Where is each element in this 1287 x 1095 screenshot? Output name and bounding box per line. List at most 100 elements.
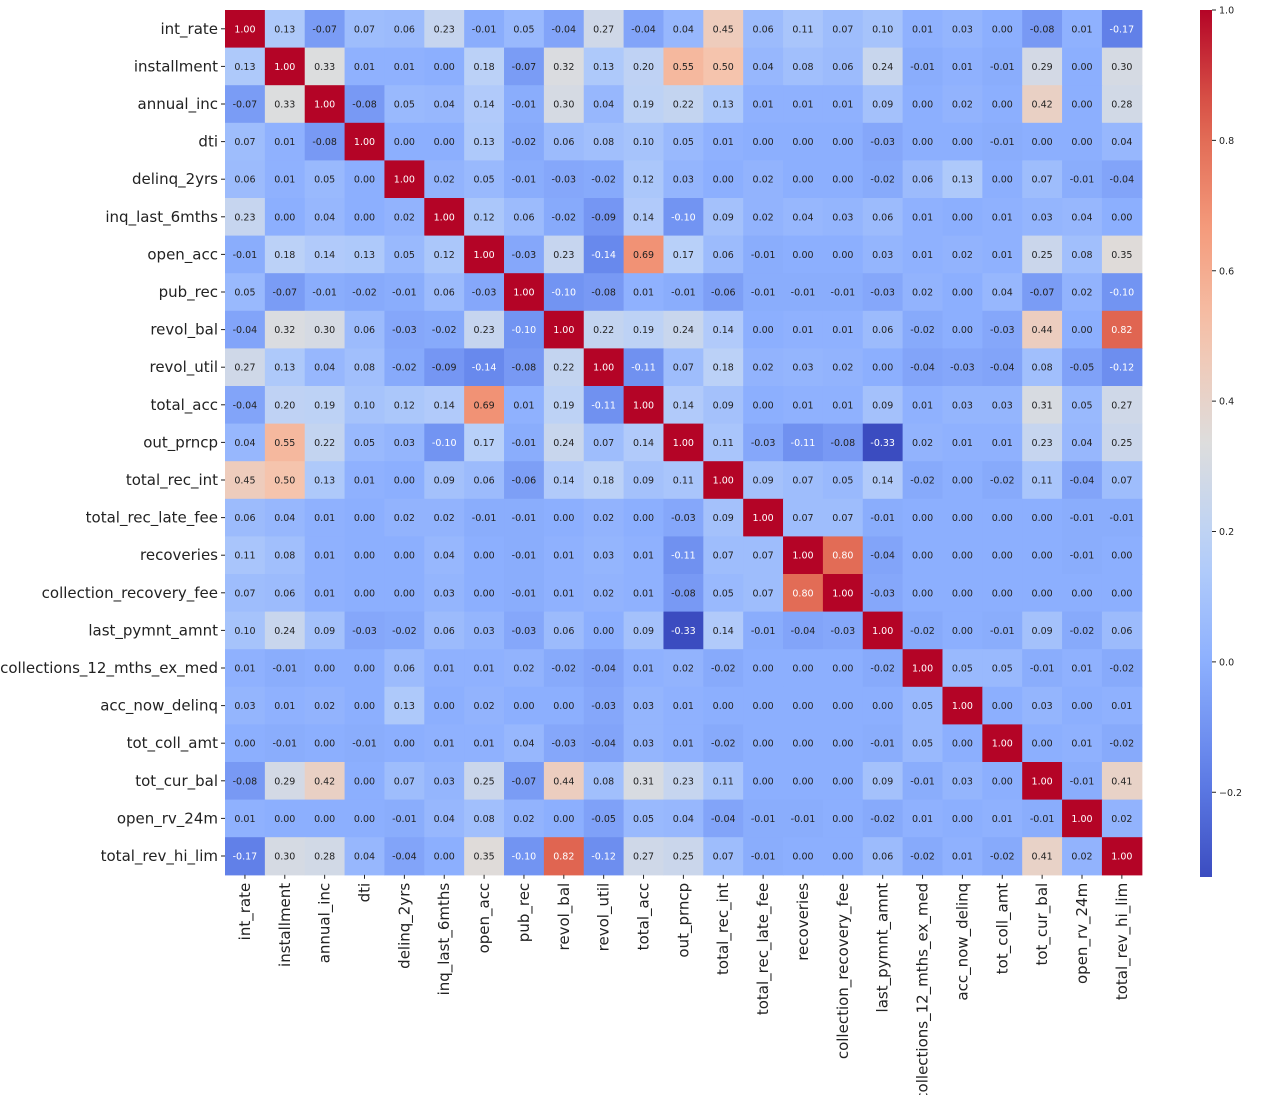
- heatmap-cell-value: 0.18: [593, 476, 614, 487]
- heatmap-cell-value: 0.00: [434, 701, 455, 712]
- heatmap-cell-value: 0.01: [992, 438, 1013, 449]
- heatmap-cell: [822, 348, 864, 387]
- heatmap-cell-value: 0.08: [792, 62, 813, 73]
- heatmap-cell-value: 0.25: [1032, 250, 1053, 261]
- heatmap-cell: [304, 498, 346, 537]
- heatmap-cell-value: 0.09: [434, 476, 455, 487]
- heatmap-cell-value: -0.10: [552, 288, 577, 299]
- heatmap-cell: [783, 47, 824, 86]
- row-label: inq_last_6mths: [105, 208, 218, 227]
- heatmap-cell: [783, 198, 824, 237]
- heatmap-cell-value: 0.02: [673, 664, 694, 675]
- heatmap-cell-value: -0.03: [950, 363, 975, 374]
- heatmap-cell: [862, 198, 904, 237]
- heatmap-cell: [504, 461, 545, 500]
- heatmap-cell-value: 1.00: [1071, 814, 1092, 825]
- heatmap-cell-value: -0.01: [512, 588, 537, 599]
- heatmap-cell: [1062, 273, 1103, 312]
- heatmap-cell: [264, 686, 306, 725]
- heatmap-cell-value: 0.02: [952, 100, 973, 111]
- heatmap-cell-value: 0.01: [952, 438, 973, 449]
- row-label: recoveries: [140, 546, 218, 564]
- heatmap-cell: [464, 649, 505, 688]
- heatmap-cell: [583, 348, 625, 387]
- heatmap-cell-value: 0.01: [633, 588, 654, 599]
- heatmap-cell: [942, 536, 983, 575]
- row-label: tot_cur_bal: [135, 772, 218, 791]
- heatmap-cell-value: 0.00: [992, 588, 1013, 599]
- heatmap-cell-value: 0.82: [1111, 325, 1132, 336]
- heatmap-cell: [1101, 122, 1143, 161]
- heatmap-cell: [264, 724, 306, 763]
- heatmap-cell-value: 0.00: [513, 701, 534, 712]
- heatmap-cell: [942, 122, 983, 161]
- heatmap-cell: [663, 85, 704, 124]
- heatmap-cell-value: 0.01: [832, 100, 853, 111]
- heatmap-cell: [703, 837, 744, 876]
- heatmap-cell-value: 0.23: [1032, 438, 1053, 449]
- column-label: collection_recovery_fee: [834, 883, 853, 1059]
- heatmap-cell: [783, 762, 824, 801]
- heatmap-cell-value: 0.00: [1071, 588, 1092, 599]
- heatmap-cell: [862, 799, 904, 838]
- heatmap-cell-value: 0.02: [513, 664, 534, 675]
- heatmap-cell: [623, 85, 665, 124]
- row-label: installment: [134, 57, 218, 75]
- heatmap-cell-value: 0.03: [1032, 701, 1053, 712]
- heatmap-cell-value: 0.05: [394, 100, 415, 111]
- column-label: inq_last_6mths: [435, 883, 454, 996]
- heatmap-cell-value: 0.01: [553, 551, 574, 562]
- heatmap-cell: [1062, 122, 1103, 161]
- heatmap-cell: [1101, 10, 1143, 49]
- heatmap-cell-value: 0.07: [713, 551, 734, 562]
- heatmap-cell-value: 0.13: [593, 62, 614, 73]
- heatmap-cell: [1022, 348, 1063, 387]
- heatmap-cell: [424, 273, 465, 312]
- heatmap-cell-value: 0.05: [673, 137, 694, 148]
- heatmap-cell: [623, 498, 665, 537]
- heatmap-cell: [504, 762, 545, 801]
- heatmap-cell-value: -0.10: [1110, 288, 1135, 299]
- heatmap-cell: [862, 386, 904, 425]
- heatmap-cell-value: 0.25: [673, 852, 694, 863]
- heatmap-cell: [344, 47, 386, 86]
- heatmap-cell: [384, 423, 425, 462]
- heatmap-cell-value: -0.05: [591, 814, 616, 825]
- heatmap-cell-value: 0.69: [474, 400, 495, 411]
- heatmap-cell: [703, 536, 744, 575]
- heatmap-cell: [1101, 498, 1143, 537]
- heatmap-cell: [703, 423, 744, 462]
- heatmap-cell: [783, 386, 824, 425]
- heatmap-cell-value: 0.00: [593, 626, 614, 637]
- heatmap-cell: [543, 461, 585, 500]
- heatmap-cell: [464, 461, 505, 500]
- heatmap-cell: [464, 686, 505, 725]
- heatmap-cell: [384, 348, 425, 387]
- heatmap-cell: [304, 799, 346, 838]
- heatmap-cell-value: 0.04: [354, 852, 375, 863]
- heatmap-cell-value: -0.04: [1070, 476, 1095, 487]
- heatmap-cell-value: 0.00: [832, 701, 853, 712]
- heatmap-cell-value: 0.28: [314, 852, 335, 863]
- heatmap-cell: [942, 649, 983, 688]
- heatmap-cell-value: 0.00: [912, 551, 933, 562]
- heatmap-cell: [902, 837, 944, 876]
- heatmap-cell: [264, 310, 306, 349]
- heatmap-cell: [1022, 310, 1063, 349]
- heatmap-cell: [982, 649, 1023, 688]
- heatmap-cell-value: 0.01: [314, 588, 335, 599]
- heatmap-cell-value: 0.00: [354, 588, 375, 599]
- heatmap-cell: [1062, 85, 1103, 124]
- heatmap-cell: [822, 198, 864, 237]
- heatmap-cell: [504, 10, 545, 49]
- heatmap-cell-value: 0.01: [713, 137, 734, 148]
- heatmap-cell-value: -0.04: [591, 664, 616, 675]
- heatmap-cell-value: 1.00: [314, 100, 335, 111]
- heatmap-cell-value: 0.06: [394, 24, 415, 35]
- heatmap-cell: [623, 837, 665, 876]
- heatmap-cell-value: 0.11: [673, 476, 694, 487]
- heatmap-cell-value: 0.01: [832, 400, 853, 411]
- heatmap-cell: [942, 348, 983, 387]
- heatmap-cell-value: 0.01: [912, 814, 933, 825]
